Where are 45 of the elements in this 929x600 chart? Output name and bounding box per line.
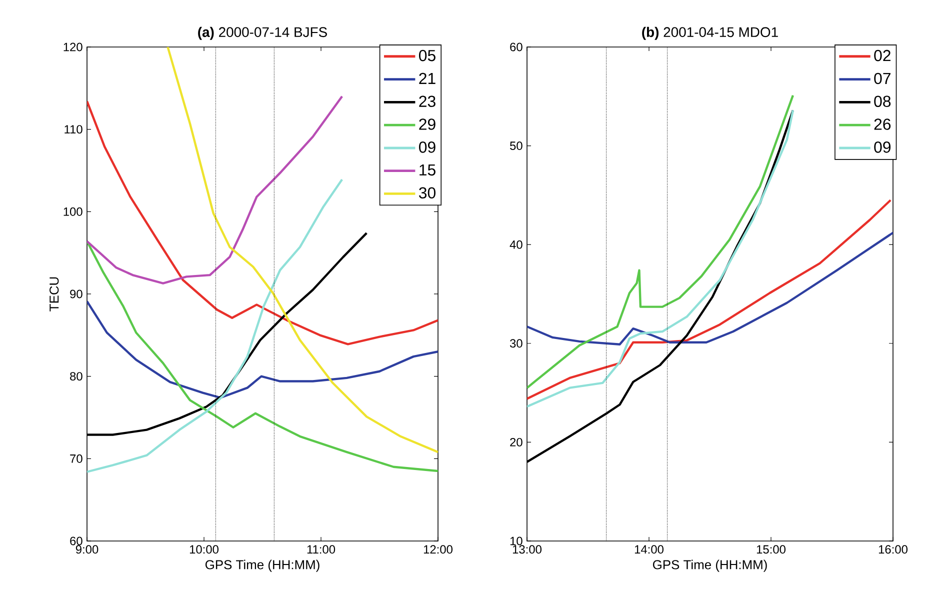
legend-label: 02 [874,50,890,62]
legend-label: 05 [419,50,436,62]
y-tick-label: 70 [70,454,82,463]
legend-label: 09 [419,142,436,153]
x-tick-label: 14:00 [634,545,664,554]
x-tick-label: 16:00 [878,545,908,554]
legend-label: 29 [419,118,436,130]
x-axis-title: GPS Time (HH:MM) [652,560,767,572]
line-series [87,178,344,473]
y-tick-label: 10 [510,536,522,546]
legend-label: 08 [874,96,891,108]
legend-label: 21 [419,72,436,84]
line-series [527,232,894,346]
line-series [166,46,438,454]
line-series [87,95,344,284]
legend-label: 26 [874,118,891,130]
legend-label: 30 [419,187,436,198]
x-tick-label: 9:00 [76,545,98,554]
legend-label: 07 [874,72,890,84]
x-axis-title: GPS Time (HH:MM) [205,560,320,572]
y-tick-label: 60 [510,42,522,52]
x-tick-label: 12:00 [424,545,452,554]
legend-label: 09 [874,142,891,153]
y-tick-label: 90 [70,290,82,298]
x-tick-label: 15:00 [756,545,786,554]
line-series [527,199,892,400]
line-series [87,240,438,472]
y-tick-label: 50 [510,142,522,150]
x-tick-label: 13:00 [512,545,542,554]
legend-label: 15 [420,164,436,176]
chart-title: (a) 2000-07-14 BJFS [198,26,327,40]
y-axis-title: TECU [50,277,59,312]
y-tick-label: 20 [510,438,522,446]
y-tick-label: 100 [64,207,82,216]
y-tick-label: 120 [64,42,82,52]
line-series [87,300,438,399]
legend-label: 23 [419,96,436,108]
y-tick-label: 40 [510,240,522,249]
y-tick-label: 80 [70,372,82,381]
y-tick-label: 110 [64,125,82,134]
x-tick-label: 10:00 [190,545,218,554]
chart-title: (b) 2001-04-15 MDO1 [642,26,778,40]
y-tick-label: 60 [70,536,82,546]
x-tick-label: 11:00 [307,545,336,554]
y-tick-label: 30 [510,339,522,348]
